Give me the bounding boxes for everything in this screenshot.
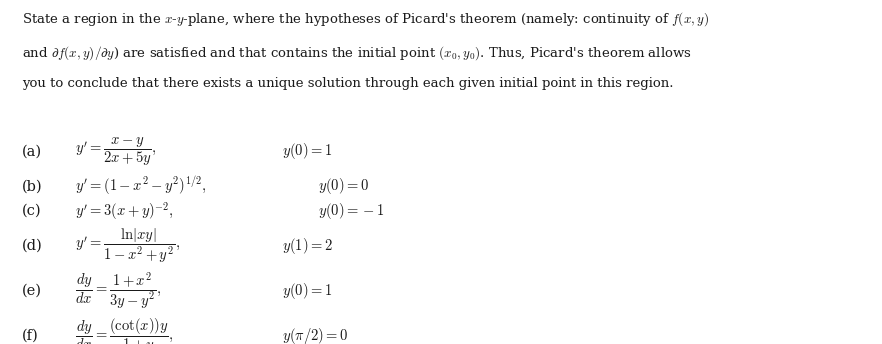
Text: (a): (a) — [22, 144, 42, 158]
Text: $y(0) = 1$: $y(0) = 1$ — [282, 141, 333, 161]
Text: $y(\pi/2) = 0$: $y(\pi/2) = 0$ — [282, 326, 349, 344]
Text: (c): (c) — [22, 204, 41, 218]
Text: $y(0) = 1$: $y(0) = 1$ — [282, 281, 333, 301]
Text: State a region in the $x$-$y$-plane, where the hypotheses of Picard's theorem (n: State a region in the $x$-$y$-plane, whe… — [22, 10, 709, 28]
Text: $y(0) = 0$: $y(0) = 0$ — [318, 176, 369, 196]
Text: $y' = (1-x^2-y^2)^{1/2},$: $y' = (1-x^2-y^2)^{1/2},$ — [75, 175, 206, 197]
Text: $\dfrac{dy}{dx} = \dfrac{1+x^2}{3y-y^2},$: $\dfrac{dy}{dx} = \dfrac{1+x^2}{3y-y^2},… — [75, 271, 161, 311]
Text: you to conclude that there exists a unique solution through each given initial p: you to conclude that there exists a uniq… — [22, 77, 674, 90]
Text: $y' = 3(x+y)^{-2},$: $y' = 3(x+y)^{-2},$ — [75, 200, 174, 222]
Text: $\dfrac{dy}{dx} = \dfrac{(\cot(x))y}{1+y},$: $\dfrac{dy}{dx} = \dfrac{(\cot(x))y}{1+y… — [75, 317, 174, 344]
Text: (b): (b) — [22, 179, 42, 193]
Text: $y' = \dfrac{\ln|xy|}{1-x^2+y^2},$: $y' = \dfrac{\ln|xy|}{1-x^2+y^2},$ — [75, 227, 180, 265]
Text: (e): (e) — [22, 284, 42, 298]
Text: $y(0) = -1$: $y(0) = -1$ — [318, 201, 385, 221]
Text: (d): (d) — [22, 239, 43, 253]
Text: and $\partial f(x, y)/\partial y$) are satisfied and that contains the initial p: and $\partial f(x, y)/\partial y$) are s… — [22, 44, 691, 62]
Text: $y' = \dfrac{x-y}{2x+5y},$: $y' = \dfrac{x-y}{2x+5y},$ — [75, 135, 157, 168]
Text: $y(1) = 2$: $y(1) = 2$ — [282, 236, 333, 256]
Text: (f): (f) — [22, 329, 39, 343]
